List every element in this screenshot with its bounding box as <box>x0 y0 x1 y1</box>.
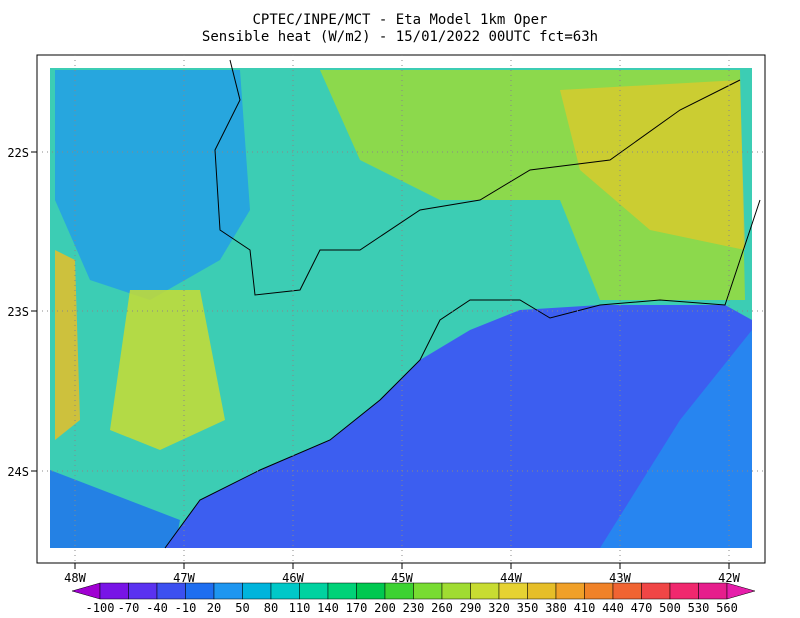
colorbar-label: 500 <box>659 601 681 615</box>
colorbar-box <box>185 582 215 600</box>
subtitle: Sensible heat (W/m2) - 15/01/2022 00UTC … <box>202 29 598 45</box>
colorbar-arrow <box>71 582 101 600</box>
state-border <box>214 59 741 296</box>
colorbar-box <box>555 582 585 600</box>
colorbar-label: 350 <box>517 601 539 615</box>
colorbar-label: 200 <box>374 601 396 615</box>
field-region <box>50 470 180 548</box>
colorbar-label: -100 <box>86 601 115 615</box>
colorbar-box <box>99 582 129 600</box>
frame <box>36 54 766 564</box>
colorbar-label: 170 <box>346 601 368 615</box>
colorbar-label: 50 <box>235 601 249 615</box>
colorbar-label: 260 <box>431 601 453 615</box>
colorbar-box <box>498 582 528 600</box>
lon-label: 44W <box>500 571 522 585</box>
colorbar-box <box>356 582 386 600</box>
colorbar-label: 110 <box>289 601 311 615</box>
field-region <box>55 250 80 440</box>
coastline <box>164 199 761 549</box>
colorbar-box <box>242 582 272 600</box>
colorbar-label: 230 <box>403 601 425 615</box>
colorbar-box <box>584 582 614 600</box>
title: CPTEC/INPE/MCT - Eta Model 1km Oper <box>252 12 547 28</box>
colorbar-label: 440 <box>602 601 624 615</box>
lon-label: 45W <box>391 571 413 585</box>
lon-label: 46W <box>282 571 304 585</box>
colorbar-arrow <box>726 582 756 600</box>
ocean <box>165 305 752 548</box>
field-region <box>560 80 745 250</box>
colorbar-label: 140 <box>317 601 339 615</box>
colorbar-box <box>213 582 243 600</box>
colorbar-box <box>156 582 186 600</box>
ocean-region <box>600 330 752 548</box>
colorbar-box <box>698 582 728 600</box>
lat-label: 24S <box>7 465 29 479</box>
lon-label: 47W <box>173 571 195 585</box>
lat-label: 23S <box>7 305 29 319</box>
colorbar-label: 320 <box>488 601 510 615</box>
lon-label: 43W <box>609 571 631 585</box>
colorbar-label: -70 <box>118 601 140 615</box>
colorbar-box <box>413 582 443 600</box>
colorbar-label: 470 <box>631 601 653 615</box>
colorbar-box <box>641 582 671 600</box>
colorbar-box <box>612 582 642 600</box>
colorbar-box <box>441 582 471 600</box>
field-region <box>55 70 250 300</box>
colorbar-box <box>669 582 699 600</box>
colorbar-box <box>327 582 357 600</box>
lat-label: 22S <box>7 146 29 160</box>
colorbar-box <box>270 582 300 600</box>
colorbar-box <box>384 582 414 600</box>
colorbar-label: 80 <box>264 601 278 615</box>
field-region <box>110 290 225 450</box>
colorbar-label: 530 <box>688 601 710 615</box>
colorbar-label: 410 <box>574 601 596 615</box>
colorbar-box <box>299 582 329 600</box>
colorbar-box <box>128 582 158 600</box>
field <box>50 59 761 549</box>
colorbar-label: 20 <box>207 601 221 615</box>
colorbar-label: -10 <box>175 601 197 615</box>
colorbar-box <box>470 582 500 600</box>
colorbar-label: -40 <box>146 601 168 615</box>
colorbar-box <box>527 582 557 600</box>
lon-label: 48W <box>64 571 86 585</box>
colorbar-label: 560 <box>716 601 738 615</box>
colorbar-label: 380 <box>545 601 567 615</box>
lon-label: 42W <box>718 571 740 585</box>
colorbar-label: 290 <box>460 601 482 615</box>
